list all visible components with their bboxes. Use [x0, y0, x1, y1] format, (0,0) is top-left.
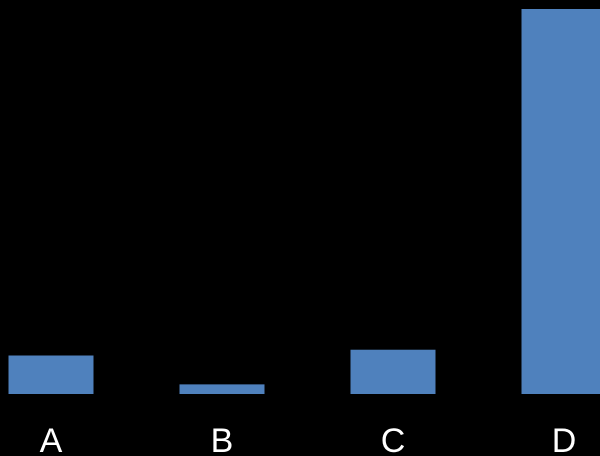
category-labels-group: A B C D: [40, 422, 577, 456]
bar-b: [179, 384, 265, 394]
bar-a: [8, 355, 94, 394]
x-tick-label-d: D: [552, 422, 577, 456]
x-tick-label-b: B: [211, 422, 234, 456]
bar-c: [350, 349, 436, 394]
x-tick-label-a: A: [40, 422, 63, 456]
x-tick-label-c: C: [381, 422, 406, 456]
bars-group: [8, 9, 600, 394]
bar-d: [521, 9, 600, 394]
